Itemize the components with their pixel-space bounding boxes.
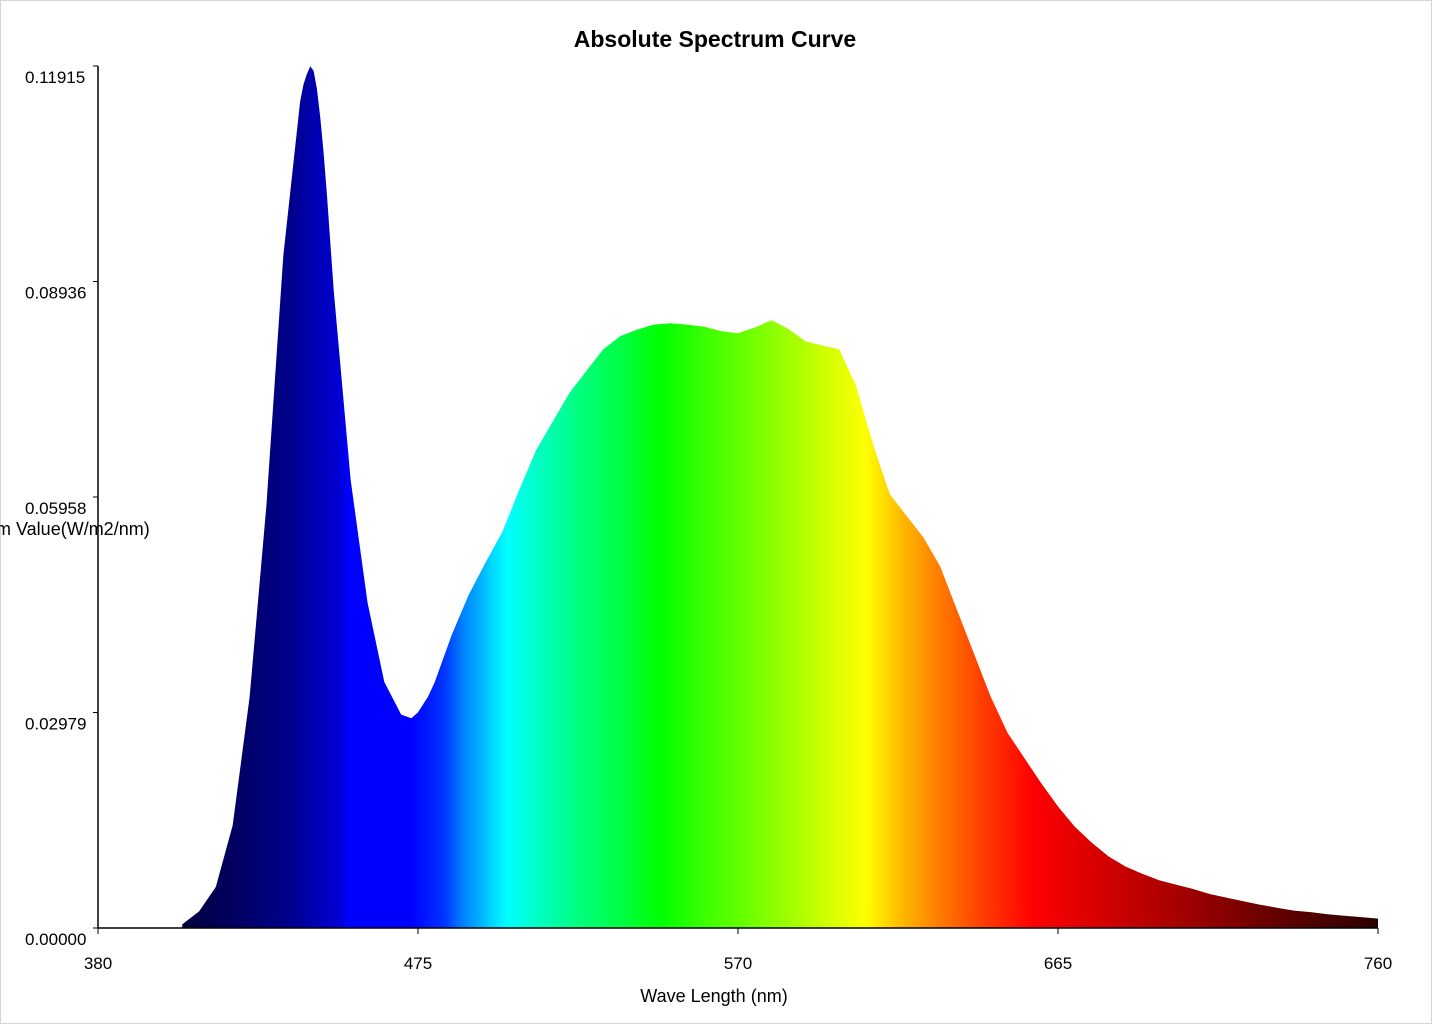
y-tick-label: 0.00000 <box>25 930 86 949</box>
x-tick-label: 380 <box>84 954 112 973</box>
y-axis-label: um Value(W/m2/nm) <box>0 519 150 539</box>
y-tick-label: 0.11915 <box>25 68 85 87</box>
x-tick-label: 570 <box>724 954 752 973</box>
y-tick-label: 0.08936 <box>25 284 86 303</box>
y-tick-label: 0.05958 <box>25 499 86 518</box>
y-tick-label: 0.02979 <box>25 715 86 734</box>
spectrum-area <box>182 66 1379 928</box>
x-tick-label: 475 <box>404 954 432 973</box>
x-tick-label: 665 <box>1044 954 1072 973</box>
x-ticks: 380 475 570 665 760 <box>84 928 1392 973</box>
x-tick-label: 760 <box>1364 954 1392 973</box>
y-ticks: 0.00000 0.02979 0.05958 0.08936 0.11915 <box>25 65 98 949</box>
x-axis-label: Wave Length (nm) <box>640 986 787 1006</box>
chart-title: Absolute Spectrum Curve <box>574 26 856 52</box>
